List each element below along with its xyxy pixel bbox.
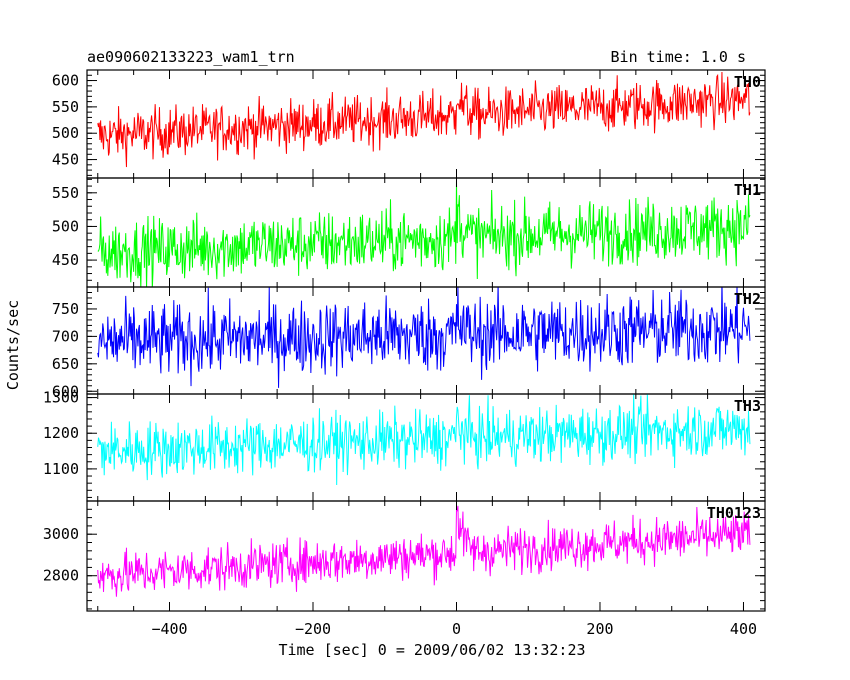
chart-title: ae090602133223_wam1_trn [87, 48, 295, 66]
panel-label-th3: TH3 [734, 397, 761, 415]
y-tick-label: 1200 [43, 424, 79, 442]
y-tick-label: 2800 [43, 567, 79, 585]
panel-label-th0123: TH0123 [707, 504, 761, 522]
series-line-th0 [97, 71, 751, 168]
y-tick-label: 700 [52, 327, 79, 345]
x-tick-label: 200 [586, 620, 613, 638]
y-tick-label: 550 [52, 98, 79, 116]
y-tick-label: 500 [52, 124, 79, 142]
x-tick-label: −400 [151, 620, 187, 638]
y-tick-label: 750 [52, 300, 79, 318]
panels-group: 450 500 550 600 TH0 450 500 550 TH1 600 650 700 750 T… [43, 69, 766, 638]
y-axis-label: Counts/sec [4, 300, 22, 390]
y-tick-label: 600 [52, 72, 79, 90]
panel-frame-th3 [86, 393, 766, 502]
panel-label-th1: TH1 [734, 181, 761, 199]
x-tick-label: 0 [452, 620, 461, 638]
x-tick-label: 400 [730, 620, 757, 638]
y-tick-label: 1300 [43, 389, 79, 407]
y-tick-label: 550 [52, 184, 79, 202]
y-tick-label: 500 [52, 217, 79, 235]
y-tick-label: 1100 [43, 460, 79, 478]
series-line-th1 [97, 180, 751, 287]
y-tick-label: 650 [52, 355, 79, 373]
y-tick-label: 3000 [43, 525, 79, 543]
series-line-th3 [97, 394, 751, 485]
x-axis-label: Time [sec] 0 = 2009/06/02 13:32:23 [278, 641, 585, 659]
bin-time-label: Bin time: 1.0 s [611, 48, 746, 66]
y-tick-label: 450 [52, 151, 79, 169]
x-tick-label: −200 [295, 620, 331, 638]
panel-label-th0: TH0 [734, 73, 761, 91]
y-tick-label: 450 [52, 251, 79, 269]
panel-frame-th0123 [86, 500, 766, 612]
series-line-th0123 [97, 505, 751, 597]
y-tick-label: 600 [52, 382, 79, 400]
panel-label-th2: TH2 [734, 290, 761, 308]
series-line-th2 [97, 287, 751, 388]
